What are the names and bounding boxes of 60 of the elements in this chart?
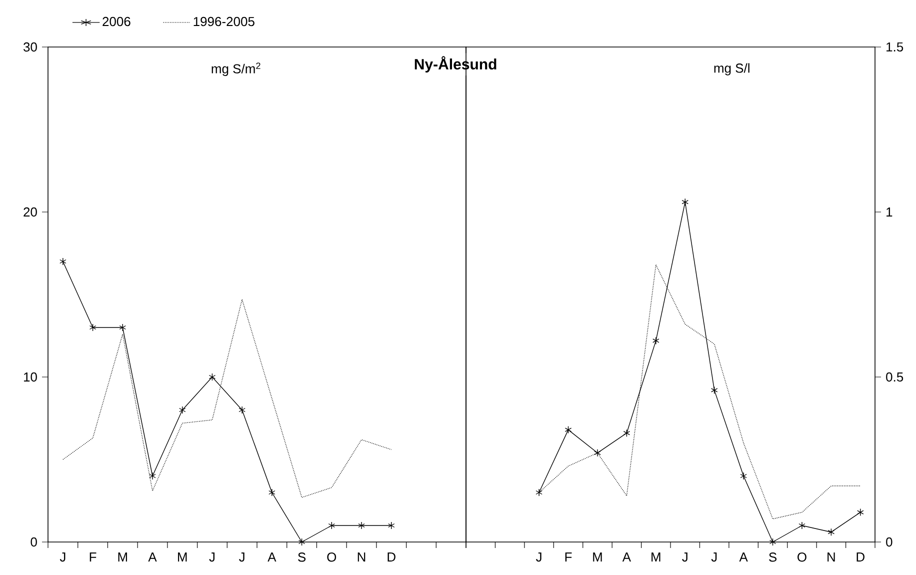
point bbox=[238, 406, 246, 414]
x-tick-label: A bbox=[739, 552, 748, 562]
x-tick-label: D bbox=[856, 552, 864, 562]
x-tick-label: M bbox=[178, 552, 187, 562]
x-tick-label: O bbox=[798, 552, 806, 562]
x-tick-label: S bbox=[769, 552, 776, 562]
x-tick-label: M bbox=[118, 552, 127, 562]
x-tick-label: O bbox=[327, 552, 336, 562]
y-tick-label: 0 bbox=[886, 537, 892, 547]
point bbox=[828, 528, 835, 536]
y-tick-label: 1.5 bbox=[886, 42, 904, 52]
legend-label: 1996-2005 bbox=[194, 16, 254, 26]
point bbox=[388, 522, 395, 530]
point bbox=[652, 336, 660, 345]
point bbox=[328, 522, 336, 530]
x-tick-label: J bbox=[711, 552, 717, 562]
point bbox=[740, 472, 747, 480]
y-axis-title: mg S/m$^{2}$ bbox=[212, 62, 260, 76]
x-tick-label: J bbox=[209, 552, 214, 562]
x-tick-label: J bbox=[239, 552, 244, 562]
y-tick-label: 30 bbox=[24, 42, 37, 52]
point bbox=[60, 258, 66, 266]
x-tick-label: J bbox=[60, 552, 66, 562]
point bbox=[682, 198, 688, 206]
point bbox=[298, 538, 306, 546]
point bbox=[769, 538, 776, 546]
x-tick-label: A bbox=[268, 552, 276, 562]
point bbox=[268, 488, 276, 496]
point bbox=[594, 449, 601, 457]
y-tick-label: 20 bbox=[24, 207, 37, 217]
x-tick-label: N bbox=[358, 552, 366, 562]
x-tick-label: M bbox=[593, 552, 602, 562]
point bbox=[536, 488, 542, 496]
legend-label: 2006 bbox=[102, 16, 130, 26]
point bbox=[623, 429, 630, 437]
point bbox=[208, 373, 216, 381]
x-tick-label: N bbox=[828, 552, 835, 562]
x-tick-label: F bbox=[90, 552, 96, 562]
x-tick-label: A bbox=[148, 552, 157, 562]
y-tick-label: 10 bbox=[24, 372, 37, 382]
point bbox=[149, 472, 156, 480]
y-tick-label: 0.5 bbox=[886, 372, 904, 382]
point bbox=[178, 406, 186, 414]
point bbox=[564, 426, 572, 434]
point bbox=[710, 386, 718, 394]
x-tick-label: A bbox=[622, 552, 631, 562]
point bbox=[119, 324, 126, 332]
x-tick-label: J bbox=[536, 552, 542, 562]
x-tick-label: S bbox=[298, 552, 306, 562]
x-tick-label: J bbox=[682, 552, 688, 562]
point bbox=[857, 508, 864, 516]
y-tick-label: 1 bbox=[886, 208, 892, 216]
y-axis-title: mg S/l bbox=[714, 63, 750, 76]
x-tick-label: D bbox=[388, 552, 396, 562]
point bbox=[798, 522, 806, 530]
x-tick-label: F bbox=[565, 552, 572, 562]
point bbox=[358, 522, 365, 530]
point bbox=[89, 324, 96, 332]
x-tick-label: M bbox=[652, 552, 660, 562]
y-tick-label: 0 bbox=[30, 537, 37, 547]
